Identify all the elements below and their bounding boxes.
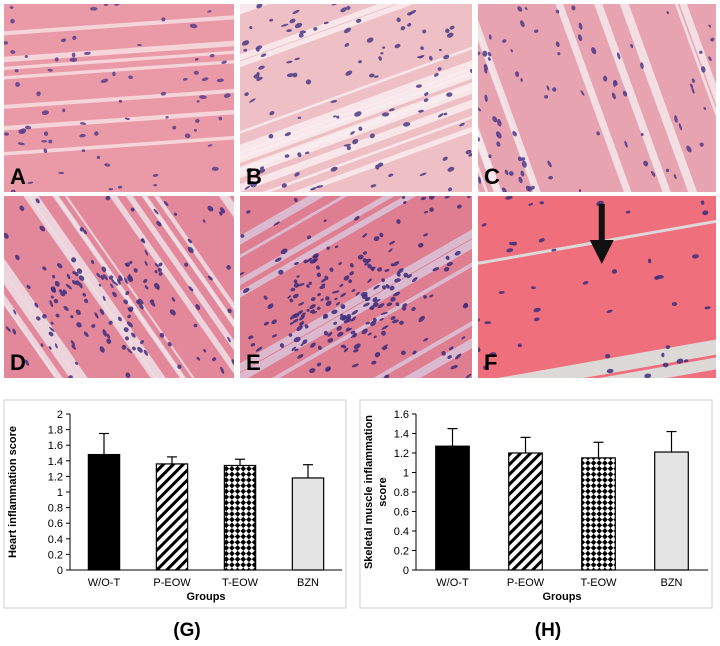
x-tick-label: W/O-T: [88, 577, 121, 589]
micrograph-panel-a: A: [4, 4, 234, 192]
histology-micrograph-icon: [478, 4, 716, 192]
micrograph-panel-c: C: [478, 4, 716, 192]
x-axis-title: Groups: [542, 591, 581, 603]
y-tick-label: 1.4: [48, 456, 63, 468]
skeletal-muscle-inflammation-chart: 0 0.2 0.4 0.6 0.8 1 1.2 1.4 1.6 W/O-T P-EOW T-EOW BZ…: [359, 399, 713, 609]
panel-label-a: A: [10, 164, 26, 189]
x-tick-label: W/O-T: [436, 577, 469, 589]
histology-micrograph-icon: [4, 4, 234, 192]
x-axis-title: Groups: [186, 591, 225, 603]
y-tick-label: 0.4: [394, 526, 409, 538]
panel-label-c: C: [484, 164, 500, 189]
micrograph-panel-b: B: [240, 4, 472, 192]
x-tick-label: T-EOW: [222, 577, 259, 589]
bar-t-eow: [223, 464, 257, 571]
y-axis-title: Heart inflammation score: [7, 426, 19, 558]
y-tick-label: 0: [403, 565, 409, 577]
histology-micrograph-icon: [4, 196, 234, 378]
bar-bzn: [654, 451, 689, 571]
chart-frame: [359, 399, 713, 609]
y-tick-label: 0.6: [48, 518, 63, 530]
bar-p-eow: [155, 463, 189, 571]
bar-w-o-t: [435, 445, 470, 571]
figure-caption-h: (H): [534, 620, 562, 641]
y-tick-label: 1: [403, 468, 409, 480]
y-tick-label: 1: [57, 487, 63, 499]
x-tick-label: P-EOW: [153, 577, 191, 589]
panel-label-d: D: [10, 350, 26, 375]
x-tick-label: BZN: [297, 577, 319, 589]
bar-t-eow: [581, 457, 616, 571]
y-tick-label: 0: [57, 565, 63, 577]
panel-label-e: E: [246, 350, 261, 375]
micrograph-panel-f: F: [478, 196, 716, 378]
bar-p-eow: [508, 452, 543, 571]
chart-frame: [3, 399, 347, 609]
y-tick-label: 0.6: [394, 507, 409, 519]
panel-label-b: B: [246, 164, 262, 189]
y-tick-label: 2: [57, 409, 63, 421]
histology-micrograph-icon: [478, 196, 716, 378]
histology-micrograph-icon: [240, 196, 472, 378]
micrograph-panel-e: E: [240, 196, 472, 378]
y-tick-label: 0.4: [48, 534, 63, 546]
figure-caption-g: (G): [173, 620, 201, 641]
y-tick-label: 0.2: [48, 549, 63, 561]
y-tick-label: 1.2: [48, 471, 63, 483]
bar-w-o-t: [87, 453, 121, 571]
y-axis-title: score: [377, 477, 389, 506]
y-tick-label: 0.2: [394, 546, 409, 558]
y-tick-label: 1.6: [394, 409, 409, 421]
x-tick-label: T-EOW: [580, 577, 617, 589]
y-tick-label: 1.4: [394, 429, 409, 441]
micrograph-panel-d: D: [4, 196, 234, 378]
y-tick-label: 0.8: [394, 487, 409, 499]
heart-inflammation-chart: 0 0.2 0.4 0.6 0.8 1 1.2 1.4 1.6 1.8 2 W/O-T P-EOW T-E…: [3, 399, 347, 609]
y-tick-label: 1.8: [48, 425, 63, 437]
y-tick-label: 1.6: [48, 440, 63, 452]
x-tick-label: BZN: [661, 577, 683, 589]
y-axis-title: Skeletal muscle inflammation: [363, 415, 375, 569]
x-tick-label: P-EOW: [507, 577, 545, 589]
bar-bzn: [291, 477, 325, 571]
histology-micrograph-icon: [240, 4, 472, 192]
panel-label-f: F: [484, 350, 498, 375]
y-tick-label: 1.2: [394, 448, 409, 460]
y-tick-label: 0.8: [48, 503, 63, 515]
